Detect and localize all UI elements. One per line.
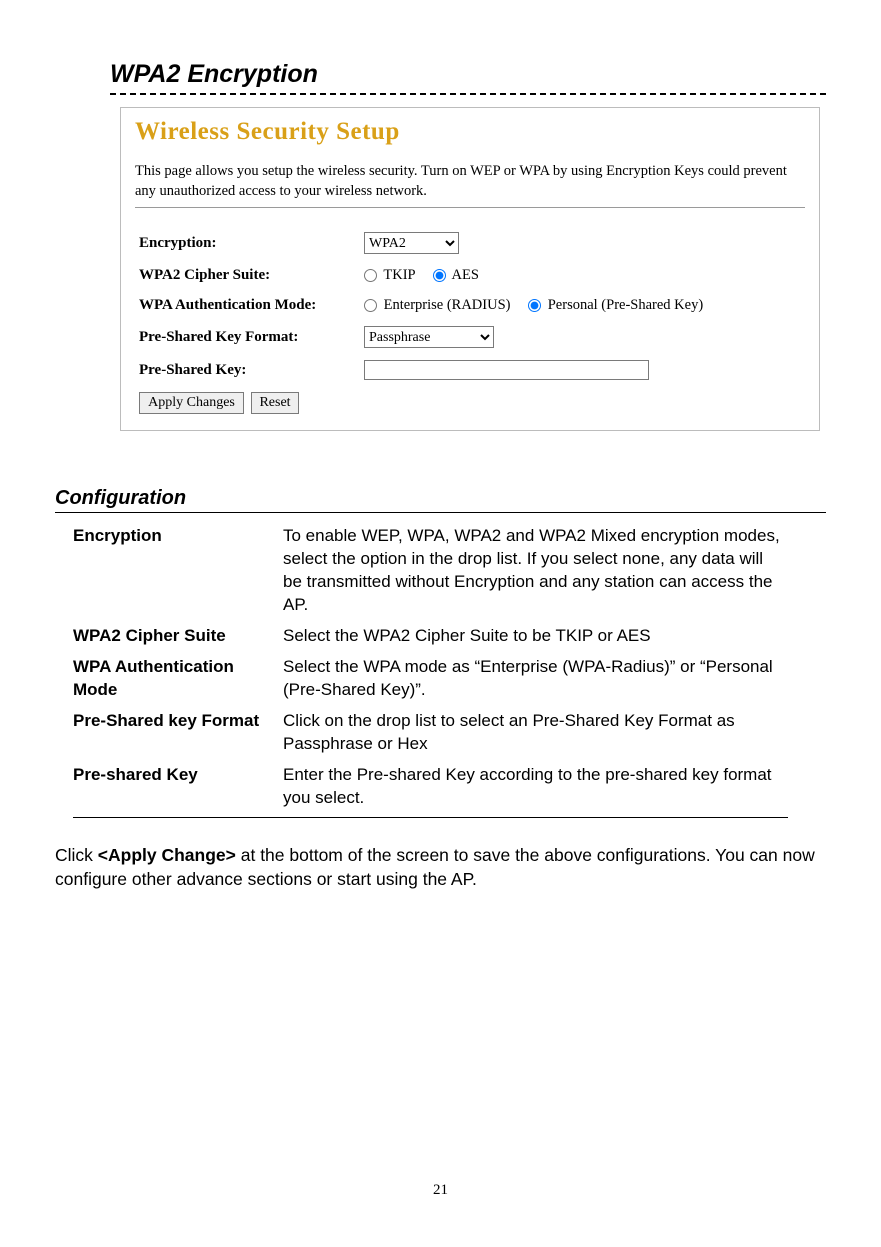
config-row: WPA Authentication Mode Select the WPA m… [73,652,788,706]
closing-paragraph: Click <Apply Change> at the bottom of th… [55,844,826,891]
config-heading: Configuration [55,487,826,510]
setup-divider [135,207,805,208]
config-desc: Enter the Pre-shared Key according to th… [283,760,788,814]
apply-changes-button[interactable]: Apply Changes [139,392,244,414]
cipher-aes-text: AES [452,267,479,283]
setup-description: This page allows you setup the wireless … [135,162,805,201]
cipher-aes-option[interactable]: AES [433,267,479,283]
config-desc: To enable WEP, WPA, WPA2 and WPA2 Mixed … [283,521,788,621]
closing-bold: <Apply Change> [98,845,236,865]
config-term: Pre-shared Key [73,760,283,814]
psk-label: Pre-Shared Key: [135,354,360,386]
config-row: Pre-Shared key Format Click on the drop … [73,706,788,760]
page-number: 21 [0,1182,881,1199]
psk-input[interactable] [364,360,649,380]
config-top-rule [55,512,826,513]
config-row: Encryption To enable WEP, WPA, WPA2 and … [73,521,788,621]
cipher-aes-radio[interactable] [433,269,446,282]
setup-title: Wireless Security Setup [135,118,805,146]
cipher-suite-label: WPA2 Cipher Suite: [135,260,360,290]
config-row: WPA2 Cipher Suite Select the WPA2 Cipher… [73,621,788,652]
encryption-select[interactable]: WPA2 [364,232,459,254]
setup-form-table: Encryption: WPA2 WPA2 Cipher Suite: TKIP [135,226,805,420]
cipher-tkip-text: TKIP [383,267,415,283]
config-term: Encryption [73,521,283,621]
auth-enterprise-radio[interactable] [364,299,377,312]
cipher-tkip-option[interactable]: TKIP [364,267,419,283]
auth-enterprise-text: Enterprise (RADIUS) [384,297,511,313]
config-table: Encryption To enable WEP, WPA, WPA2 and … [73,521,788,813]
screenshot-panel: Wireless Security Setup This page allows… [120,107,820,431]
config-desc: Select the WPA2 Cipher Suite to be TKIP … [283,621,788,652]
page-heading: WPA2 Encryption [110,60,826,89]
config-desc: Click on the drop list to select an Pre-… [283,706,788,760]
config-term: Pre-Shared key Format [73,706,283,760]
reset-button[interactable]: Reset [251,392,299,414]
encryption-label: Encryption: [135,226,360,260]
cipher-tkip-radio[interactable] [364,269,377,282]
config-desc: Select the WPA mode as “Enterprise (WPA-… [283,652,788,706]
auth-personal-option[interactable]: Personal (Pre-Shared Key) [528,297,703,313]
auth-mode-label: WPA Authentication Mode: [135,290,360,320]
auth-personal-text: Personal (Pre-Shared Key) [548,297,703,313]
config-row: Pre-shared Key Enter the Pre-shared Key … [73,760,788,814]
psk-format-select[interactable]: Passphrase [364,326,494,348]
config-term: WPA Authentication Mode [73,652,283,706]
config-term: WPA2 Cipher Suite [73,621,283,652]
closing-pre: Click [55,845,98,865]
config-bottom-rule [73,817,788,818]
auth-personal-radio[interactable] [528,299,541,312]
psk-format-label: Pre-Shared Key Format: [135,320,360,354]
auth-enterprise-option[interactable]: Enterprise (RADIUS) [364,297,514,313]
heading-rule [110,93,826,95]
